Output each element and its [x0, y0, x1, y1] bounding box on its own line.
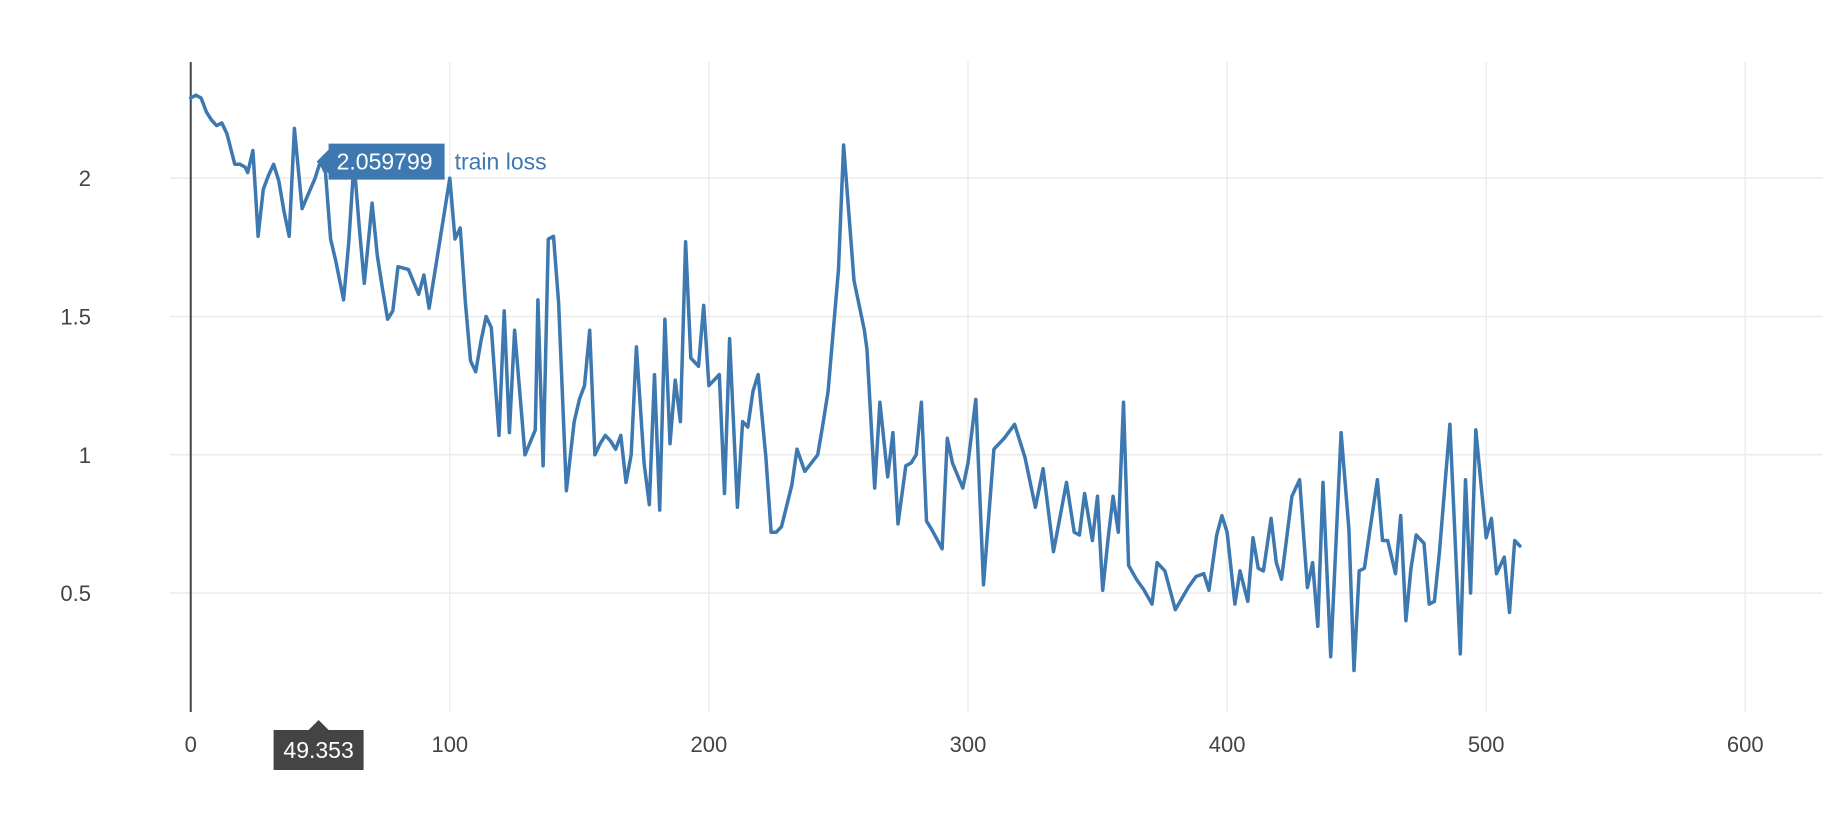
- hover-x-value: 49.353: [283, 737, 353, 763]
- y-tick-label: 1.5: [60, 304, 91, 329]
- x-tick-label: 600: [1727, 732, 1764, 757]
- x-tick-label: 100: [431, 732, 468, 757]
- series-line-train-loss[interactable]: [188, 93, 1522, 673]
- y-tick-label: 1: [79, 443, 91, 468]
- hover-x-box: [273, 720, 364, 770]
- hover-layer: 2.059799 train loss 49.353: [273, 143, 547, 770]
- hover-y-box: [316, 143, 445, 180]
- x-tick-label: 400: [1209, 732, 1246, 757]
- hover-y-tooltip: 2.059799 train loss: [316, 143, 547, 180]
- x-tick-label: 200: [691, 732, 728, 757]
- hover-y-value: 2.059799: [337, 149, 433, 175]
- x-tick-label: 0: [185, 732, 197, 757]
- x-tick-label: 500: [1468, 732, 1505, 757]
- series-layer[interactable]: [188, 93, 1522, 673]
- y-tick-label: 0.5: [60, 581, 91, 606]
- x-tick-label: 300: [950, 732, 987, 757]
- tick-labels: 0 100 200 300 400 500 600 0.5 1 1.5 2: [60, 166, 1763, 757]
- hover-series-name: train loss: [455, 149, 547, 175]
- hover-x-tooltip: 49.353: [273, 720, 364, 770]
- grid-lines: [170, 62, 1823, 712]
- y-tick-label: 2: [79, 166, 91, 191]
